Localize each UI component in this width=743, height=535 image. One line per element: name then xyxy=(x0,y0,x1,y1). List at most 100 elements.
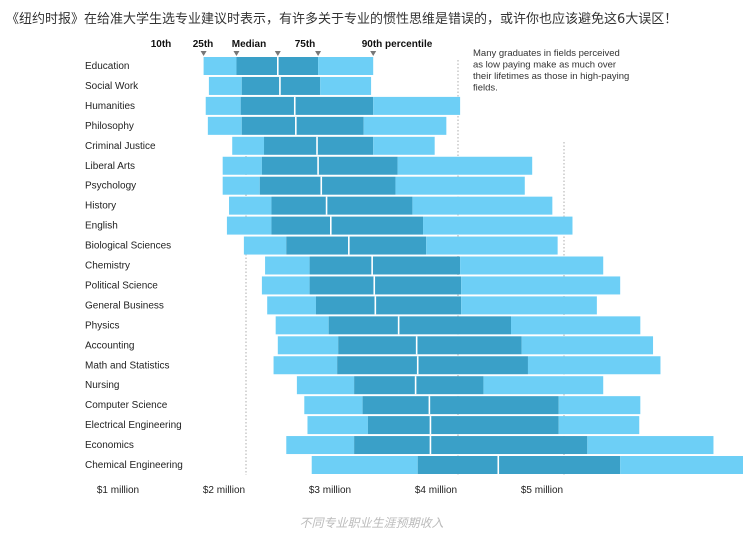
bar-75-90 xyxy=(620,456,743,474)
bar-10-25 xyxy=(311,456,418,474)
row-electrical-engineering: Electrical Engineering xyxy=(85,416,640,435)
category-label: General Business xyxy=(85,300,164,311)
x-tick-label: $4 million xyxy=(415,485,457,496)
row-english: English xyxy=(85,216,573,235)
category-label: Nursing xyxy=(85,380,119,391)
bar-median-75 xyxy=(398,316,511,335)
percentile-marker xyxy=(370,51,377,56)
bar-median-75 xyxy=(430,416,559,435)
bar-10-25 xyxy=(205,96,241,115)
bar-median-75 xyxy=(372,256,461,275)
category-label: Accounting xyxy=(85,340,134,351)
row-education: Education xyxy=(85,57,374,75)
percentile-marker xyxy=(274,51,281,56)
bar-10-25 xyxy=(203,57,237,75)
bar-10-25 xyxy=(307,416,368,435)
percentile-label: 25th xyxy=(193,39,214,50)
bar-25-median xyxy=(354,436,431,455)
bar-25-median xyxy=(259,176,322,195)
bar-median-75 xyxy=(326,196,413,215)
bar-25-median xyxy=(354,376,416,395)
percentile-labels: 10th 25th Median 75th 90th percentile xyxy=(151,39,433,56)
bar-25-median xyxy=(328,316,399,335)
bar-75-90 xyxy=(460,256,604,275)
bar-75-90 xyxy=(511,316,641,335)
row-economics: Economics xyxy=(85,436,714,455)
bar-25-median xyxy=(362,396,430,415)
annotation-line: Many graduates in fields perceived xyxy=(473,48,620,59)
bar-median-75 xyxy=(498,456,621,474)
category-label: Education xyxy=(85,61,129,72)
bar-median-75 xyxy=(415,376,484,395)
bar-25-median xyxy=(309,276,375,295)
row-criminal-justice: Criminal Justice xyxy=(85,136,435,155)
bar-25-median xyxy=(338,336,417,355)
percentile-label: Median xyxy=(232,39,266,50)
row-general-business: General Business xyxy=(85,296,597,315)
bar-75-90 xyxy=(558,396,641,415)
bar-10-25 xyxy=(222,176,260,195)
bar-75-90 xyxy=(527,356,661,375)
category-label: Political Science xyxy=(85,280,158,291)
bar-75-90 xyxy=(558,416,640,435)
bar-median-75 xyxy=(295,116,364,135)
bar-median-75 xyxy=(375,296,462,315)
annotation-line: fields. xyxy=(473,83,498,94)
bar-75-90 xyxy=(483,376,604,395)
bar-median-75 xyxy=(416,336,522,355)
bar-75-90 xyxy=(423,216,573,235)
row-biological-sciences: Biological Sciences xyxy=(85,236,558,255)
row-philosophy: Philosophy xyxy=(85,116,447,135)
category-label: Humanities xyxy=(85,101,135,112)
bar-10-25 xyxy=(265,256,310,275)
annotation-line: their lifetimes as those in high-paying xyxy=(473,71,629,82)
category-label: Math and Statistics xyxy=(85,360,169,371)
row-physics: Physics xyxy=(85,316,641,335)
x-axis-labels: $1 million $2 million $3 million $4 million… xyxy=(97,485,563,496)
category-label: History xyxy=(85,201,116,212)
bar-25-median xyxy=(241,116,296,135)
bar-25-median xyxy=(337,356,418,375)
bar-25-median xyxy=(367,416,431,435)
bar-75-90 xyxy=(318,57,374,75)
bar-median-75 xyxy=(318,156,398,175)
bar-10-25 xyxy=(286,436,355,455)
row-liberal-arts: Liberal Arts xyxy=(85,156,533,175)
bar-median-75 xyxy=(374,276,462,295)
category-label: Chemistry xyxy=(85,261,130,272)
bar-10-25 xyxy=(296,376,355,395)
category-label: Psychology xyxy=(85,181,136,192)
figure-caption: 不同专业职业生涯预期收入 xyxy=(299,516,444,530)
bar-10-25 xyxy=(208,76,242,95)
x-tick-label: $1 million xyxy=(97,485,139,496)
percentile-label: 10th xyxy=(151,39,172,50)
bar-10-25 xyxy=(261,276,310,295)
bar-median-75 xyxy=(417,356,528,375)
annotation-line: as low paying make as much over xyxy=(473,60,616,71)
headline: 《纽约时报》在给准大学生选专业建议时表示，有许多关于专业的惯性思维是错误的，或许… xyxy=(6,12,678,27)
bar-25-median xyxy=(264,136,318,155)
row-math-and-statistics: Math and Statistics xyxy=(85,356,661,375)
bar-75-90 xyxy=(461,276,621,295)
x-tick-label: $3 million xyxy=(309,485,351,496)
bar-25-median xyxy=(271,196,327,215)
bar-25-median xyxy=(286,236,349,255)
bar-10-25 xyxy=(232,136,265,155)
category-label: Physics xyxy=(85,320,119,331)
category-label: English xyxy=(85,221,118,232)
bar-median-75 xyxy=(348,236,427,255)
bar-10-25 xyxy=(267,296,316,315)
row-humanities: Humanities xyxy=(85,96,461,115)
bar-median-75 xyxy=(330,216,424,235)
bar-median-75 xyxy=(294,96,374,115)
bar-25-median xyxy=(261,156,319,175)
percentile-marker xyxy=(233,51,240,56)
bar-10-25 xyxy=(229,196,272,215)
category-label: Electrical Engineering xyxy=(85,420,182,431)
percentile-label: 75th xyxy=(295,39,316,50)
bar-10-25 xyxy=(207,116,242,135)
row-psychology: Psychology xyxy=(85,176,525,195)
x-tick-label: $5 million xyxy=(521,485,563,496)
bar-10-25 xyxy=(243,236,287,255)
